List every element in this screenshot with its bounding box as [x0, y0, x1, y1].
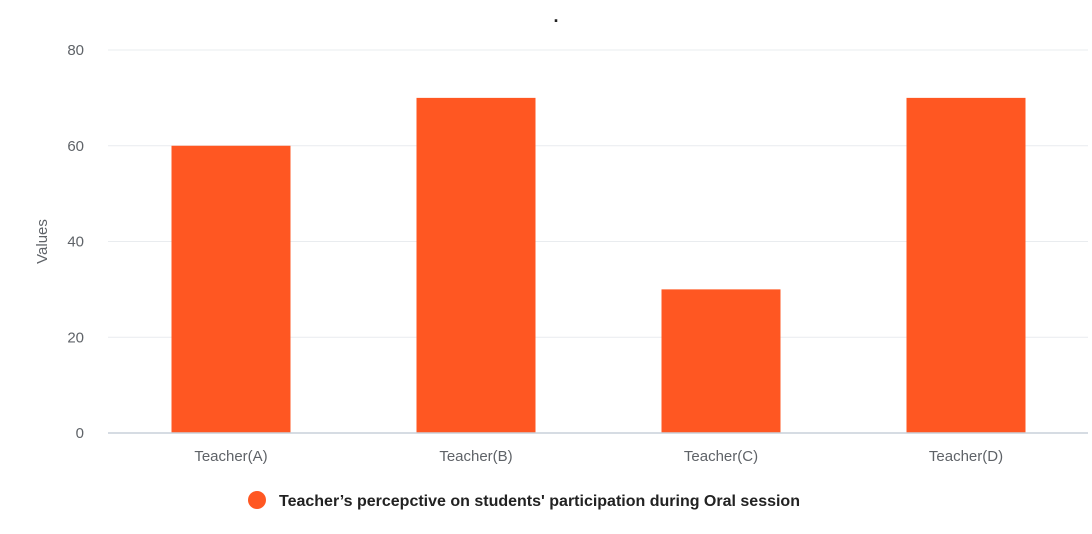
- legend-swatch: [248, 491, 266, 509]
- bar-teacher-b[interactable]: [416, 97, 536, 433]
- x-tick-label: Teacher(B): [439, 448, 512, 465]
- bar-teacher-a[interactable]: [171, 145, 291, 433]
- x-tick-label: Teacher(A): [194, 448, 267, 465]
- bars: [171, 97, 1026, 433]
- legend-label: Teacher’s percepctive on students' parti…: [279, 493, 800, 510]
- y-axis-ticks: 0 20 40 60 80: [67, 42, 84, 442]
- y-tick-label: 60: [67, 138, 84, 155]
- y-tick-label: 80: [67, 42, 84, 59]
- chart-title: .: [553, 6, 558, 26]
- y-tick-label: 0: [76, 425, 84, 442]
- y-tick-label: 20: [67, 329, 84, 346]
- bar-teacher-c[interactable]: [661, 289, 781, 433]
- x-tick-label: Teacher(C): [684, 448, 758, 465]
- y-tick-label: 40: [67, 234, 84, 251]
- x-axis-ticks: Teacher(A) Teacher(B) Teacher(C) Teacher(D): [194, 448, 1003, 465]
- y-axis-label: Values: [34, 219, 51, 264]
- x-tick-label: Teacher(D): [929, 448, 1003, 465]
- bar-teacher-d[interactable]: [906, 97, 1026, 433]
- legend[interactable]: Teacher’s percepctive on students' parti…: [248, 491, 800, 510]
